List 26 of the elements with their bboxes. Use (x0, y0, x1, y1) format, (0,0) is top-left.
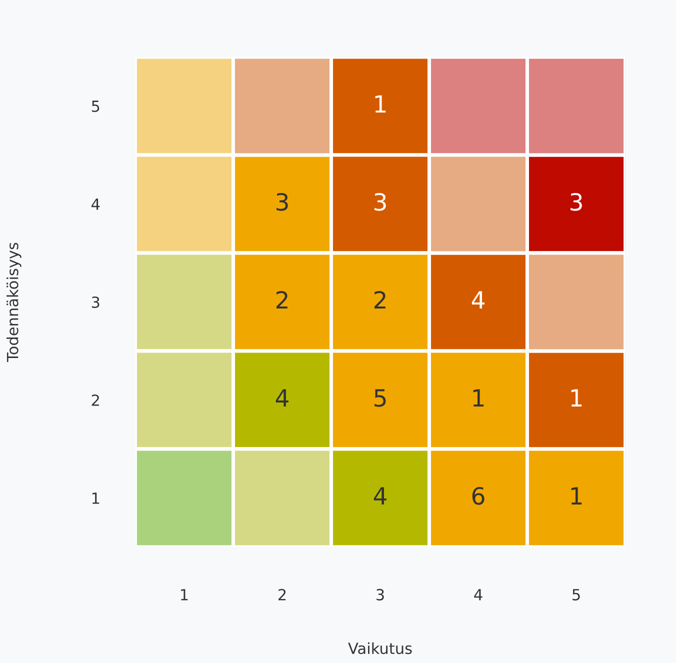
data-label: 4 (472, 291, 484, 309)
data-label: 4 (374, 487, 386, 504)
data-label: 1 (571, 487, 582, 504)
x-tick-label: 1 (181, 589, 188, 600)
data-label: 4 (276, 389, 288, 407)
x-tick-label: 3 (376, 588, 384, 600)
y-tick-label: 2 (92, 394, 99, 406)
data-label: 1 (473, 389, 484, 407)
y-tick-label: 4 (92, 198, 100, 210)
data-label: 1 (375, 95, 386, 113)
data-label: 6 (472, 486, 484, 505)
y-tick-label: 5 (92, 100, 100, 112)
data-label: 3 (570, 192, 582, 211)
data-label: 3 (374, 192, 386, 211)
x-tick-label: 2 (278, 588, 286, 600)
x-axis-title: Vaikutus (348, 642, 412, 654)
y-tick-label: 1 (92, 492, 100, 504)
x-tick-label: 5 (572, 589, 580, 600)
data-label: 2 (276, 290, 288, 309)
data-label: 1 (571, 389, 582, 407)
x-tick-label: 4 (474, 589, 482, 600)
y-axis-title: Todennäköisyys (6, 242, 22, 362)
data-label: 2 (374, 290, 386, 309)
data-label: 3 (276, 192, 288, 211)
y-tick-label: 3 (92, 296, 100, 308)
data-label: 5 (374, 389, 386, 407)
